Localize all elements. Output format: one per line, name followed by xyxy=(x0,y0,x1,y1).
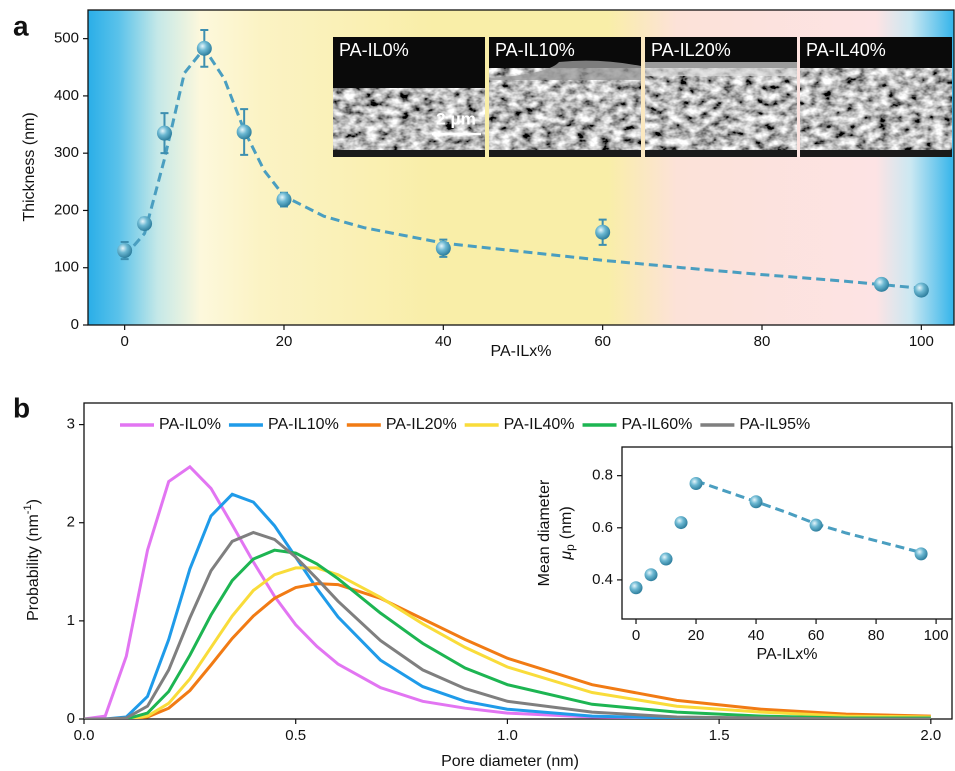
x-tick-label: 2.0 xyxy=(920,727,941,744)
y-tick-label: 0 xyxy=(71,316,79,333)
x-tick-label: 60 xyxy=(594,333,611,350)
y-tick-label: 0.6 xyxy=(592,519,613,536)
y-axis-label: Mean diameter xyxy=(536,479,553,586)
plot-frame xyxy=(621,446,953,620)
legend-label: PA-IL0% xyxy=(159,416,221,433)
info-strip xyxy=(645,150,797,157)
y-tick-label: 0 xyxy=(67,710,75,727)
x-tick-label: 1.5 xyxy=(709,727,730,744)
y-axis-label-superscript: -1 xyxy=(22,504,34,514)
symbol: μ xyxy=(558,551,575,561)
data-point xyxy=(435,240,451,256)
image-label: PA-IL40% xyxy=(806,40,886,60)
data-point xyxy=(137,216,153,232)
image-label: PA-IL10% xyxy=(495,40,575,60)
x-axis-label: PA-ILx% xyxy=(490,343,551,360)
x-tick-label: 60 xyxy=(808,627,825,644)
image-texture xyxy=(333,88,485,150)
sem-image: PA-IL20% xyxy=(645,37,797,157)
fit-curve xyxy=(695,479,922,554)
image-label: PA-IL20% xyxy=(651,40,731,60)
fit-curve xyxy=(123,45,922,290)
y-axis-label-end: ) xyxy=(25,499,42,504)
sem-image: PA-IL10% xyxy=(489,37,641,157)
image-texture xyxy=(489,68,641,150)
data-point xyxy=(914,547,928,561)
data-point xyxy=(659,552,673,566)
data-point xyxy=(196,40,212,56)
legend-label: PA-IL40% xyxy=(504,416,575,433)
legend-label: PA-IL60% xyxy=(622,416,693,433)
data-point xyxy=(644,568,658,582)
film-layer xyxy=(645,62,797,76)
legend-label: PA-IL95% xyxy=(739,416,810,433)
y-tick-label: 300 xyxy=(54,144,79,161)
x-tick-label: 20 xyxy=(688,627,705,644)
info-strip xyxy=(489,150,641,157)
y-axis-label: Thickness (nm) xyxy=(21,112,38,221)
x-axis-label: PA-ILx% xyxy=(756,646,817,663)
film-layer xyxy=(489,60,641,80)
x-tick-label: 1.0 xyxy=(497,727,518,744)
y-tick-label: 500 xyxy=(54,30,79,47)
series-line xyxy=(84,530,931,719)
y-tick-label: 0.4 xyxy=(592,571,613,588)
legend-label: PA-IL10% xyxy=(268,416,339,433)
subscript: p xyxy=(563,544,577,551)
x-tick-label: 0 xyxy=(632,627,640,644)
panel-label: b xyxy=(13,392,30,423)
plot-frame xyxy=(87,9,955,326)
x-tick-label: 100 xyxy=(924,627,949,644)
x-tick-label: 20 xyxy=(276,333,293,350)
data-point xyxy=(689,476,703,490)
data-point xyxy=(674,516,688,530)
y-tick-label: 1 xyxy=(67,612,75,629)
x-tick-label: 0 xyxy=(120,333,128,350)
unit: (nm) xyxy=(558,506,575,539)
info-strip xyxy=(333,150,485,157)
series-line xyxy=(84,492,931,719)
sem-image: PA-IL40% xyxy=(800,37,952,157)
data-point xyxy=(913,282,929,298)
data-point xyxy=(874,276,890,292)
y-tick-label: 100 xyxy=(54,259,79,276)
series-line xyxy=(84,548,931,719)
legend-label: PA-IL20% xyxy=(386,416,457,433)
y-axis-label-symbol: μp (nm) xyxy=(558,506,577,560)
x-tick-label: 40 xyxy=(435,333,452,350)
data-point xyxy=(236,124,252,140)
scale-bar-label: 2 μm xyxy=(436,109,476,128)
data-point xyxy=(117,243,133,259)
y-axis-label-text: Probability (nm xyxy=(25,514,42,621)
panel-label: a xyxy=(13,10,29,41)
data-point xyxy=(276,192,292,208)
data-point xyxy=(595,224,611,240)
y-axis-label: Probability (nm-1) xyxy=(22,499,42,621)
image-texture xyxy=(645,68,797,150)
x-tick-label: 100 xyxy=(909,333,934,350)
image-label: PA-IL0% xyxy=(339,40,409,60)
x-tick-label: 80 xyxy=(868,627,885,644)
y-tick-label: 200 xyxy=(54,201,79,218)
y-tick-label: 2 xyxy=(67,514,75,531)
info-strip xyxy=(800,150,952,157)
data-point xyxy=(749,495,763,509)
x-tick-label: 0.5 xyxy=(285,727,306,744)
x-axis-label: Pore diameter (nm) xyxy=(441,753,579,770)
x-tick-label: 40 xyxy=(748,627,765,644)
y-tick-label: 3 xyxy=(67,416,75,433)
data-point xyxy=(629,581,643,595)
series-line xyxy=(84,582,931,719)
y-tick-label: 400 xyxy=(54,87,79,104)
data-point xyxy=(156,125,172,141)
inset-background xyxy=(622,447,952,619)
image-texture xyxy=(800,68,952,150)
sem-image: PA-IL0% xyxy=(333,37,485,157)
x-tick-label: 80 xyxy=(754,333,771,350)
data-point xyxy=(809,518,823,532)
y-tick-label: 0.8 xyxy=(592,467,613,484)
x-tick-label: 0.0 xyxy=(74,727,95,744)
